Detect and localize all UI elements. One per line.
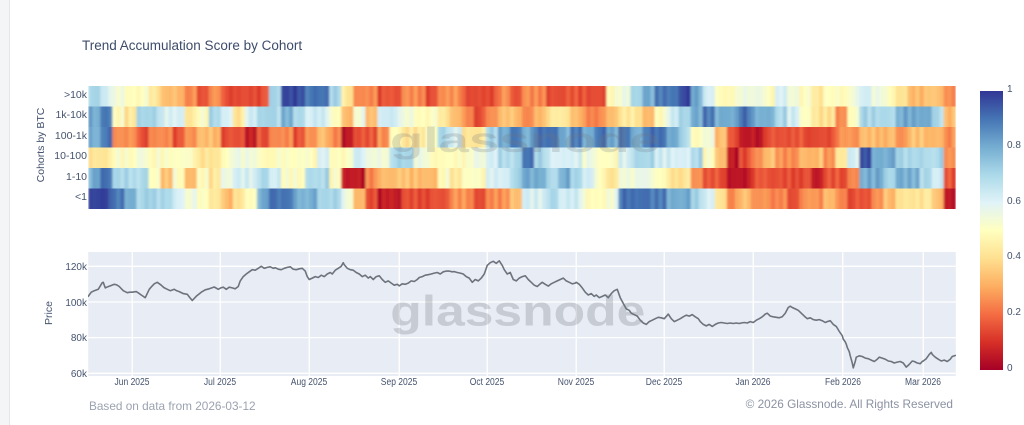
svg-text:glassnode: glassnode: [390, 121, 660, 160]
svg-text:glassnode: glassnode: [390, 288, 645, 336]
